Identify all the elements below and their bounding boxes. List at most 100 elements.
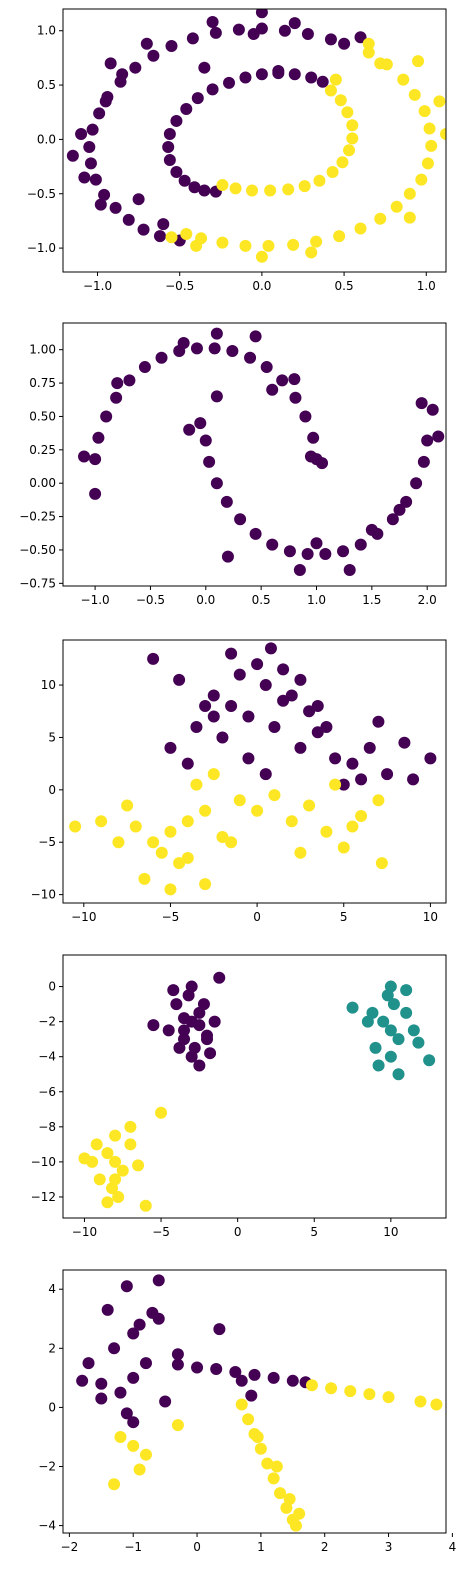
data-point-class-0 [272,64,285,77]
data-point-class-2 [164,883,177,896]
data-point-class-0 [311,700,324,713]
data-point-class-2 [298,180,311,193]
data-point-class-2 [274,1487,287,1500]
y-tick-label: 1.00 [29,343,56,357]
x-tick-label: 2 [321,1540,329,1554]
data-point-class-2 [101,1196,114,1209]
subplot-5: −2 −1 0 1 2 3 4 −4 −2 0 2 4 [38,1269,456,1554]
data-point-class-2 [289,1519,302,1532]
data-point-class-0 [163,127,176,140]
data-point-class-2 [124,1120,137,1133]
x-tick-label: 10 [383,1225,398,1239]
data-point-class-2 [261,1457,274,1470]
data-point-class-2 [414,1395,427,1408]
data-point-class-0 [78,450,91,463]
data-point-class-2 [121,799,134,812]
data-point-class-2 [372,794,385,807]
x-tick-label: 0.5 [335,279,354,293]
data-point-class-0 [86,123,99,136]
data-point-class-0 [216,731,229,744]
data-point-class-2 [155,846,168,859]
data-point-class-0 [120,1407,133,1420]
data-point-class-0 [111,377,124,390]
data-point-class-2 [305,1379,318,1392]
data-point-class-0 [152,1274,165,1287]
data-point-class-0 [245,1389,258,1402]
data-point-class-2 [246,184,259,197]
x-tick-label: −0.5 [136,593,165,607]
data-point-class-0 [92,431,105,444]
data-point-class-0 [127,1371,140,1384]
data-point-class-0 [183,423,196,436]
axes-frame [62,1269,447,1534]
subplot-1: −1.0 −0.5 0.0 0.5 1.0 −1.0 −0.5 0.0 0.5 1.0 [27,8,447,293]
data-point-class-0 [93,107,106,120]
data-point-class-0 [170,114,183,127]
data-point-class-2 [93,1173,106,1186]
data-point-class-0 [98,188,111,201]
x-tick-label: −5 [162,910,180,924]
data-point-class-2 [216,179,229,192]
data-point-class-0 [301,547,314,560]
data-point-class-0 [127,1327,140,1340]
data-point-class-2 [333,230,346,243]
data-point-class-0 [259,679,272,692]
data-point-class-0 [89,453,102,466]
subplot-2: −1.0 −0.5 0.0 0.5 1.0 1.5 2.0 −0.75 −0.50 −0.25 0.… [19,322,447,607]
y-tick-label: 5 [48,730,56,744]
data-point-class-2 [425,139,438,152]
y-tick-label: −0.75 [19,576,56,590]
data-point-class-2 [294,846,307,859]
data-point-class-2 [254,1442,267,1455]
data-point-class-0 [293,563,306,576]
axes-frame [62,8,447,273]
data-point-class-0 [199,700,212,713]
data-point-class-0 [288,373,301,386]
data-point-class-0 [421,434,434,447]
data-point-class-0 [324,33,337,46]
data-point-class-0 [319,547,332,560]
data-point-class-2 [225,836,238,849]
data-point-class-0 [181,757,194,770]
data-point-class-2 [181,851,194,864]
data-point-class-0 [432,430,445,443]
data-point-class-0 [171,1358,184,1371]
data-point-class-0 [162,1024,175,1037]
data-point-class-1 [400,1006,413,1019]
data-point-class-0 [178,1024,191,1037]
x-tick-label: −0.5 [165,279,194,293]
data-point-class-0 [185,1050,198,1063]
y-tick-label: −10 [31,888,56,902]
data-point-class-2 [403,187,416,200]
data-point-class-0 [190,720,203,733]
data-point-class-0 [84,157,97,170]
data-point-class-0 [165,39,178,52]
data-point-class-2 [251,1430,264,1443]
data-point-class-2 [101,1147,114,1160]
data-point-class-0 [417,455,430,468]
x-tick-label: −1.0 [83,279,112,293]
data-point-class-0 [386,513,399,526]
x-tick-label: 0 [253,910,261,924]
data-point-class-0 [285,689,298,702]
data-point-class-0 [233,668,246,681]
data-point-class-0 [355,773,368,786]
x-tick-label: −2 [61,1540,79,1554]
data-point-class-0 [155,351,168,364]
data-point-class-0 [268,720,281,733]
y-tick-label: −2 [38,1460,56,1474]
data-point-class-2 [375,857,388,870]
data-point-class-0 [178,1033,191,1046]
data-point-class-0 [110,391,123,404]
axes-frame [62,639,447,904]
data-point-class-0 [127,1416,140,1429]
data-point-class-2 [329,73,342,86]
data-point-class-2 [354,222,367,235]
data-point-class-2 [242,1413,255,1426]
data-point-class-2 [346,820,359,833]
data-point-class-0 [424,752,437,765]
data-point-class-0 [239,71,252,84]
data-point-class-0 [104,57,117,70]
y-tick-label: 10 [41,678,56,692]
